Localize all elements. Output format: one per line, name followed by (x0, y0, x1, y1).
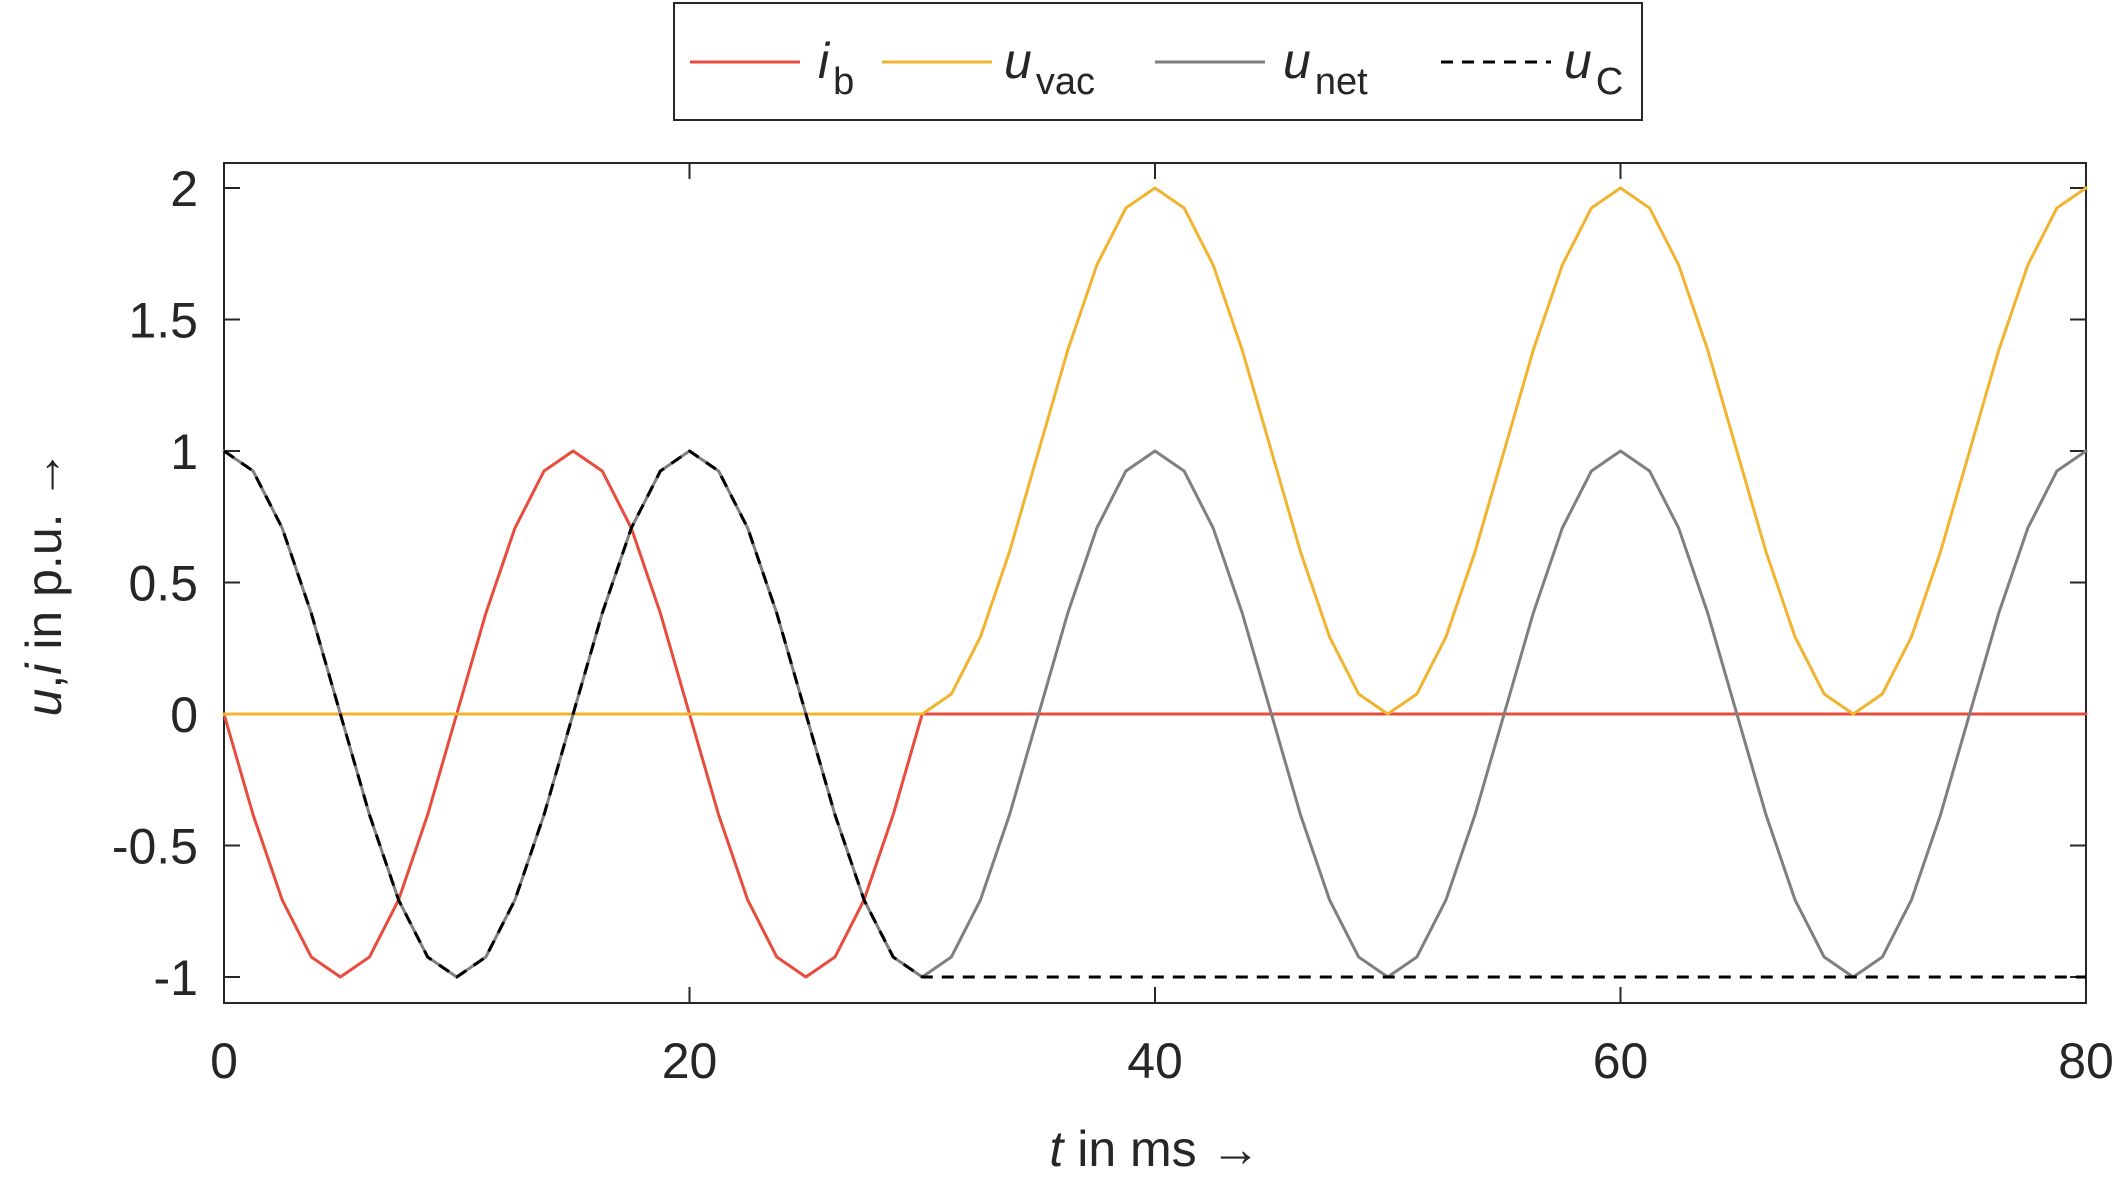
x-tick-label: 40 (1127, 1033, 1183, 1089)
x-tick-label: 20 (662, 1033, 718, 1089)
series-line-unet (222, 449, 2088, 979)
x-axis-label-text: in ms → (1063, 1121, 1260, 1177)
x-tick-label: 0 (210, 1033, 238, 1089)
y-axis-label-text: in p.u. → (16, 450, 72, 664)
y-tick-label: 1 (170, 424, 198, 480)
series-line-uc (223, 449, 2086, 979)
tick-labels: 0 20 40 60 80 -1 -0.5 0 0.5 1 1.5 2 (112, 161, 2114, 1089)
y-tick-label: -0.5 (112, 819, 198, 875)
y-tick-label: 0 (170, 687, 198, 743)
y-tick-label: 0.5 (128, 556, 198, 612)
x-tick-label: 60 (1593, 1033, 1649, 1089)
x-tick-label: 80 (2058, 1033, 2114, 1089)
y-axis-label-var1: u (16, 689, 72, 717)
legend-label-unet: u net (1283, 33, 1368, 103)
x-axis-label-var: t (1049, 1121, 1065, 1177)
legend-label-uvac: u vac (1004, 33, 1095, 103)
y-axis-label-var2: i (16, 662, 72, 675)
y-tick-label: 1.5 (128, 293, 198, 349)
axis-ticks (223, 163, 2087, 1003)
y-axis-label-sep: , (16, 675, 72, 689)
y-axis-label: u,i in p.u. → (16, 450, 72, 717)
y-tick-label: 2 (170, 161, 198, 217)
series-line-ib (222, 449, 2088, 979)
series-layer (222, 186, 2088, 979)
x-axis-label: t in ms → (1049, 1121, 1260, 1177)
y-tick-label: -1 (154, 950, 198, 1006)
series-line-uvac (222, 186, 2088, 716)
